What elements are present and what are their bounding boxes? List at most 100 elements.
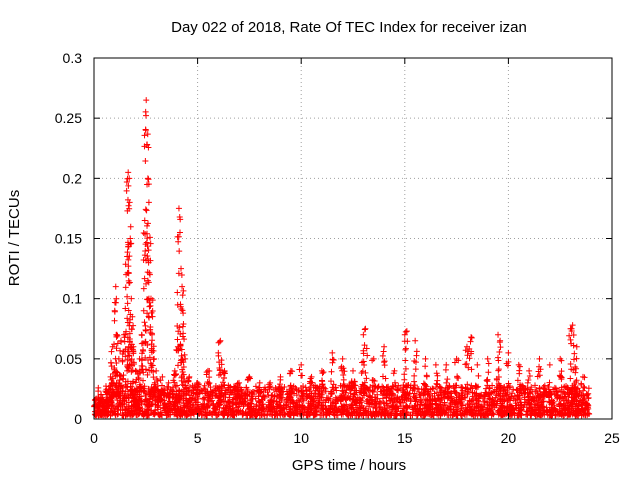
data-point xyxy=(422,396,429,403)
data-point xyxy=(436,401,443,408)
x-tick-label: 25 xyxy=(604,430,620,446)
data-point xyxy=(494,408,501,415)
data-point xyxy=(175,205,182,212)
data-point xyxy=(526,401,533,408)
data-point xyxy=(546,392,553,399)
data-point xyxy=(129,380,136,387)
data-point xyxy=(346,395,353,402)
data-point xyxy=(402,365,409,372)
data-point xyxy=(372,394,379,401)
data-point xyxy=(125,182,132,189)
data-point xyxy=(403,382,410,389)
data-point xyxy=(526,396,533,403)
data-point xyxy=(140,229,147,236)
data-point xyxy=(330,381,337,388)
data-point xyxy=(580,387,587,394)
data-point xyxy=(286,411,293,418)
data-point xyxy=(567,336,574,343)
data-point xyxy=(286,370,293,377)
y-tick-label: 0.25 xyxy=(55,110,82,126)
data-point xyxy=(447,400,454,407)
data-point xyxy=(340,411,347,418)
data-point xyxy=(439,410,446,417)
data-point xyxy=(492,394,499,401)
data-point xyxy=(145,247,152,254)
data-point xyxy=(581,384,588,391)
data-point xyxy=(124,300,131,307)
data-point xyxy=(145,409,152,416)
data-point xyxy=(128,240,135,247)
data-point xyxy=(309,398,316,405)
data-point xyxy=(498,402,505,409)
data-point xyxy=(445,394,452,401)
data-point xyxy=(112,283,119,290)
data-point xyxy=(540,392,547,399)
data-point xyxy=(195,381,202,388)
data-point xyxy=(174,301,181,308)
data-point xyxy=(540,383,547,390)
data-point xyxy=(412,394,419,401)
data-point xyxy=(175,362,182,369)
data-point xyxy=(193,406,200,413)
data-point xyxy=(111,341,118,348)
data-point xyxy=(546,399,553,406)
data-point xyxy=(138,340,145,347)
data-point xyxy=(114,403,121,410)
data-point xyxy=(551,405,558,412)
data-point xyxy=(234,380,241,387)
data-point xyxy=(124,315,131,322)
data-point xyxy=(433,370,440,377)
data-point xyxy=(569,390,576,397)
data-point xyxy=(526,372,533,379)
data-point xyxy=(125,169,132,176)
data-point xyxy=(401,376,408,383)
data-point xyxy=(579,373,586,380)
data-point xyxy=(333,412,340,419)
data-point xyxy=(388,412,395,419)
data-point xyxy=(339,367,346,374)
data-point xyxy=(236,398,243,405)
chart-title: Day 022 of 2018, Rate Of TEC Index for r… xyxy=(171,19,527,36)
data-point xyxy=(248,389,255,396)
data-point xyxy=(323,394,330,401)
data-point xyxy=(128,295,135,302)
data-point xyxy=(267,398,274,405)
data-point xyxy=(292,385,299,392)
data-point xyxy=(256,379,263,386)
data-point xyxy=(340,372,347,379)
data-point xyxy=(296,398,303,405)
data-point xyxy=(220,405,227,412)
data-point xyxy=(194,386,201,393)
data-point xyxy=(562,402,569,409)
data-point xyxy=(177,405,184,412)
data-point xyxy=(495,366,502,373)
data-point xyxy=(434,372,441,379)
data-point xyxy=(391,379,398,386)
data-point xyxy=(179,292,186,299)
data-point xyxy=(402,328,409,335)
data-point xyxy=(99,407,106,414)
data-point xyxy=(361,342,368,349)
data-point xyxy=(104,390,111,397)
data-point xyxy=(518,402,525,409)
data-point xyxy=(495,357,502,364)
data-point xyxy=(389,392,396,399)
data-point xyxy=(483,377,490,384)
data-point xyxy=(566,411,573,418)
data-point xyxy=(270,386,277,393)
data-point xyxy=(248,400,255,407)
data-point xyxy=(422,363,429,370)
data-point xyxy=(570,356,577,363)
data-point xyxy=(108,348,115,355)
data-point xyxy=(134,411,141,418)
data-point xyxy=(393,386,400,393)
data-point xyxy=(159,373,166,380)
data-point xyxy=(390,401,397,408)
data-point xyxy=(180,310,187,317)
data-point xyxy=(308,379,315,386)
data-point xyxy=(204,403,211,410)
data-point xyxy=(573,410,580,417)
data-point xyxy=(136,370,143,377)
data-point xyxy=(426,402,433,409)
data-point xyxy=(277,407,284,414)
